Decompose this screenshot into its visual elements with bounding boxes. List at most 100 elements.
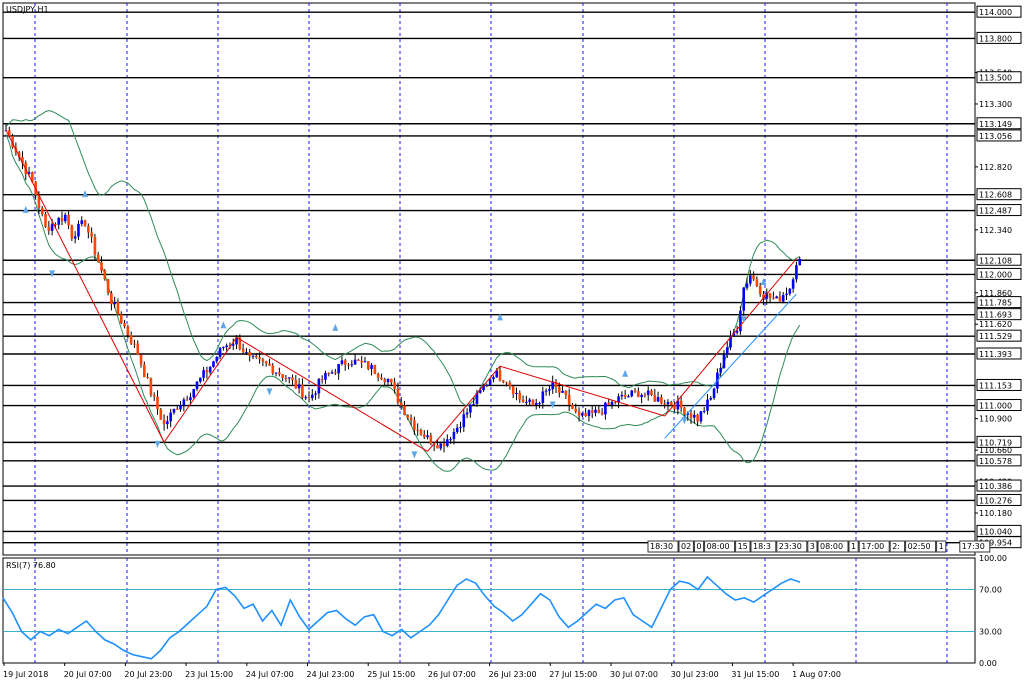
candle-body [264, 361, 268, 364]
time-box [647, 540, 679, 553]
candle-body [106, 279, 110, 294]
zigzag-segment [163, 337, 237, 443]
candle-body [449, 439, 452, 441]
candle-body [521, 399, 525, 402]
candle-body [679, 400, 683, 408]
candle-body [136, 343, 140, 355]
candle-body [452, 431, 456, 440]
candle-body [735, 331, 739, 333]
main-plot-frame [2, 2, 976, 556]
candle-body [630, 390, 634, 397]
candle-body [324, 372, 327, 380]
candle-body [646, 390, 650, 395]
x-tick-label: 26 Jul 07:00 [428, 670, 476, 679]
candle-body [261, 359, 265, 362]
candle-body [462, 414, 466, 428]
candle-body [574, 408, 578, 412]
candle-body [465, 412, 469, 415]
candle-body [44, 214, 47, 227]
candle-body [643, 394, 647, 396]
candle-body [696, 414, 699, 422]
candle-body [693, 414, 696, 418]
fractal-down-arrow [154, 440, 161, 448]
time-box-label: 0 [696, 542, 701, 551]
candle-body [745, 283, 749, 288]
candle-body [752, 275, 755, 280]
candle-body [650, 390, 653, 396]
y-tick-label: 110.660 [979, 446, 1012, 455]
rsi-panel[interactable]: RSI(7) 76.80 [2, 557, 976, 664]
y-tick-label: 111.393 [979, 350, 1012, 359]
candle-body [83, 220, 87, 226]
candle-body [113, 302, 116, 305]
candle-body [637, 391, 640, 398]
main-chart-panel[interactable] [2, 2, 976, 556]
time-box-label: 1 [851, 542, 856, 551]
x-tick-label: 25 Jul 15:00 [367, 670, 415, 679]
time-box-label: 15 [738, 542, 748, 551]
candle-body [334, 372, 337, 374]
y-tick-label: 111.000 [979, 402, 1012, 411]
candle-body [785, 293, 788, 296]
candle-body [485, 385, 489, 387]
candle-body [393, 382, 396, 389]
fractal-down-arrow [266, 388, 273, 396]
level-price-box [976, 71, 1022, 84]
candle-body [238, 337, 242, 349]
candle-body [182, 399, 186, 406]
y-tick-label: 111.693 [979, 311, 1012, 320]
candle-body [590, 410, 594, 413]
candle-body [538, 402, 541, 404]
time-box [776, 540, 808, 553]
level-price-box [976, 204, 1022, 217]
candle-body [419, 429, 423, 435]
candle-body [380, 377, 383, 380]
time-box-label: 02:50 [908, 542, 931, 551]
candle-body [653, 395, 657, 402]
candle-body [162, 419, 166, 425]
fractal-up-arrow [22, 205, 29, 213]
candle-body [103, 270, 107, 280]
candle-body [475, 392, 479, 404]
fractal-down-arrow [549, 401, 556, 409]
time-box-label: 1 [939, 542, 944, 551]
candle-body [330, 372, 334, 374]
candle-body [436, 445, 439, 449]
time-box [678, 540, 694, 553]
candle-body [93, 236, 97, 255]
fractal-up-arrow [760, 277, 767, 285]
candle-body [439, 443, 443, 449]
y-tick-label: 113.500 [979, 74, 1012, 83]
candle-body [422, 434, 426, 438]
x-tick-label: 23 Jul 15:00 [185, 670, 233, 679]
candle-body [297, 384, 301, 389]
x-tick-label: 20 Jul 23:00 [124, 670, 172, 679]
candle-body [123, 323, 126, 327]
candle-body [406, 415, 410, 418]
candle-body [390, 378, 393, 383]
level-price-box [976, 296, 1022, 309]
candle-body [656, 397, 660, 402]
candle-body [96, 254, 100, 263]
y-tick-label: 110.386 [979, 482, 1012, 491]
candle-body [455, 427, 459, 432]
candle-body [231, 344, 235, 346]
candle-body [205, 370, 209, 373]
candle-body [21, 157, 24, 163]
candle-body [409, 417, 413, 421]
candle-body [482, 386, 485, 391]
fractal-down-arrow [411, 451, 418, 459]
candle-body [337, 363, 340, 374]
time-box-label: 17:00 [861, 542, 884, 551]
rsi-tick-label: 0.00 [979, 659, 997, 668]
zigzag-segment [5, 129, 165, 443]
candle-body [413, 420, 416, 430]
candle-body [376, 374, 380, 378]
candle-body [192, 388, 196, 398]
time-box [858, 540, 890, 553]
candle-body [515, 393, 518, 395]
candle-body [791, 279, 795, 289]
fractal-up-arrow [497, 313, 504, 321]
candle-body [353, 359, 357, 365]
